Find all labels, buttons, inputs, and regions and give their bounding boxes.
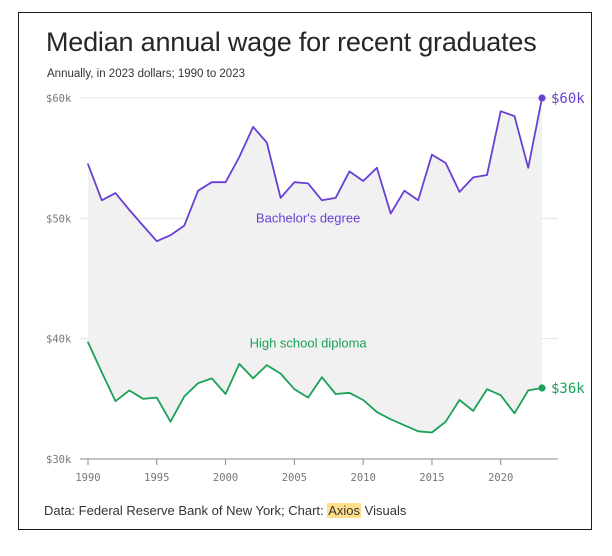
x-axis: 1990 1995 2000 2005 2010 2015 2020 (75, 459, 513, 484)
x-tick-label: 1995 (144, 472, 169, 484)
x-tick-label: 2005 (282, 472, 307, 484)
chart-subtitle: Annually, in 2023 dollars; 1990 to 2023 (47, 68, 245, 80)
end-point (538, 94, 546, 102)
y-tick-label: $40k (46, 334, 72, 346)
y-tick-label: $50k (46, 213, 72, 225)
series-labels: $60k Bachelor's degree $36k High school dip… (250, 91, 586, 397)
x-tick-label: 1990 (75, 472, 100, 484)
x-tick-label: 2020 (488, 472, 513, 484)
series-lines (87, 94, 546, 434)
x-tick-label: 2000 (213, 472, 238, 484)
high-school-line (87, 341, 543, 434)
end-value-label: $60k (551, 91, 585, 107)
y-tick-label: $60k (46, 93, 72, 105)
end-value-label: $36k (551, 381, 585, 397)
source-note: Data: Federal Reserve Bank of New York; … (44, 503, 406, 518)
chart-title: Median annual wage for recent graduates (46, 27, 537, 57)
y-tick-label: $30k (46, 454, 72, 466)
bachelors-line (87, 97, 543, 243)
bachelors-series-label: Bachelor's degree (256, 210, 360, 225)
high-school-series-label: High school diploma (250, 335, 368, 350)
x-tick-label: 2010 (351, 472, 376, 484)
end-point (538, 384, 546, 392)
x-tick-label: 2015 (419, 472, 444, 484)
source-suffix: Visuals (361, 503, 407, 518)
y-axis-tick-labels: $30k $40k $50k $60k (46, 93, 72, 466)
source-prefix: Data: Federal Reserve Bank of New York; … (44, 503, 328, 518)
axios-brand: Axios (327, 503, 362, 518)
area-between-series (88, 98, 542, 433)
